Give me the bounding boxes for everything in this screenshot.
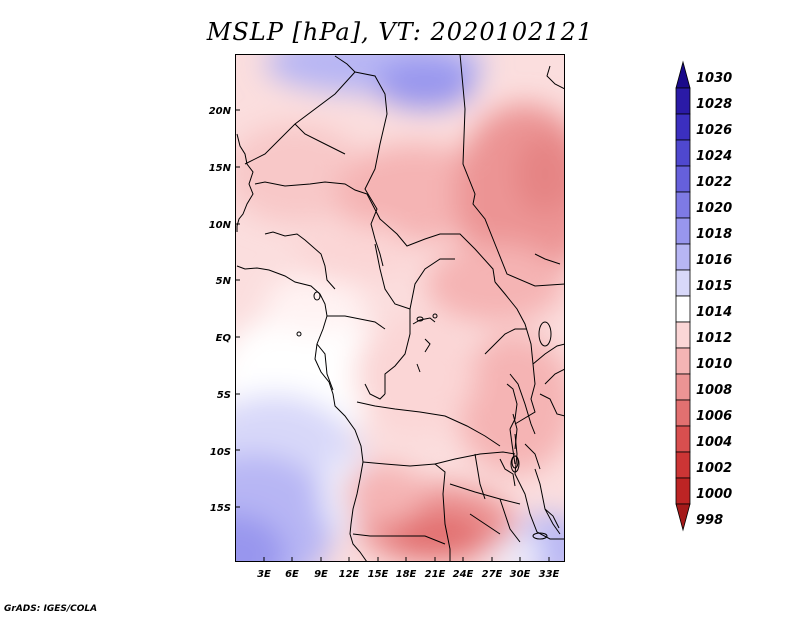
lat-label: 10S: [210, 447, 231, 458]
colorbar-segment: [675, 217, 691, 245]
colorbar-label: 1016: [696, 253, 732, 268]
colorbar-labels: 1030 1028 1026 1024 1022 1020 1018 1016 1015 1014…: [696, 71, 732, 528]
colorbar-label: 1022: [696, 175, 732, 190]
colorbar-segments: [675, 60, 691, 532]
colorbar-label: 1028: [696, 97, 732, 112]
lakes-and-islands: [296, 291, 552, 540]
colorbar-segment: [675, 243, 691, 271]
lon-label: 30E: [510, 569, 531, 580]
colorbar-label: 1004: [696, 435, 732, 450]
lon-label: 27E: [482, 569, 503, 580]
colorbar-label: 998: [696, 513, 723, 528]
colorbar-segment: [675, 269, 691, 297]
colorbar-segment: [675, 295, 691, 323]
lat-label: 15N: [209, 163, 232, 174]
colorbar-segment: [675, 139, 691, 167]
colorbar-label: 1012: [696, 331, 732, 346]
colorbar-segment: [675, 87, 691, 115]
map-panel: [235, 54, 565, 562]
map-frame: [235, 54, 565, 562]
lon-label: 6E: [285, 569, 299, 580]
lon-label: 9E: [314, 569, 328, 580]
colorbar-segment: [675, 399, 691, 427]
lon-label: 24E: [453, 569, 474, 580]
colorbar-segment: [675, 477, 691, 505]
credit-text: GrADS: IGES/COLA: [4, 604, 98, 614]
lat-label: 5N: [216, 276, 232, 287]
colorbar-label: 1020: [696, 201, 732, 216]
colorbar-label: 1015: [696, 279, 732, 294]
pressure-field-map: [235, 54, 565, 562]
lon-label: 21E: [425, 569, 446, 580]
chart-title: MSLP [hPa], VT: 2020102121: [206, 18, 594, 46]
colorbar-label: 1002: [696, 461, 732, 476]
colorbar-label: 1010: [696, 357, 732, 372]
colorbar-label: 1014: [696, 305, 732, 320]
lon-label: 12E: [339, 569, 360, 580]
colorbar-segment: [675, 191, 691, 219]
colorbar-segment: [675, 165, 691, 193]
pressure-colorbar: 1030 1028 1026 1024 1022 1020 1018 1016 1015 1014…: [675, 60, 732, 532]
colorbar-segment: [675, 113, 691, 141]
colorbar-label: 1018: [696, 227, 732, 242]
colorbar-segment: [675, 347, 691, 375]
lat-label: 5S: [217, 390, 231, 401]
country-borders: [236, 54, 565, 562]
colorbar-label: 1006: [696, 409, 732, 424]
colorbar-segment: [675, 373, 691, 401]
colorbar-label: 1000: [696, 487, 732, 502]
colorbar-segment: [675, 60, 691, 89]
colorbar-label: 1024: [696, 149, 732, 164]
lon-label: 3E: [257, 569, 271, 580]
pressure-field-shading: [235, 54, 565, 562]
colorbar-label: 1008: [696, 383, 732, 398]
lon-label: 33E: [539, 569, 560, 580]
colorbar-segment: [675, 321, 691, 349]
colorbar-label: 1026: [696, 123, 732, 138]
lat-label: EQ: [216, 333, 232, 344]
colorbar-segment: [675, 425, 691, 453]
colorbar-segment: [675, 451, 691, 479]
lon-label: 15E: [368, 569, 389, 580]
colorbar-label: 1030: [696, 71, 732, 86]
colorbar-segment: [675, 503, 691, 532]
lat-label: 20N: [209, 106, 232, 117]
lat-label: 15S: [210, 503, 231, 514]
lat-label: 10N: [209, 220, 232, 231]
axis-ticks: [235, 109, 550, 562]
lon-label: 18E: [396, 569, 417, 580]
